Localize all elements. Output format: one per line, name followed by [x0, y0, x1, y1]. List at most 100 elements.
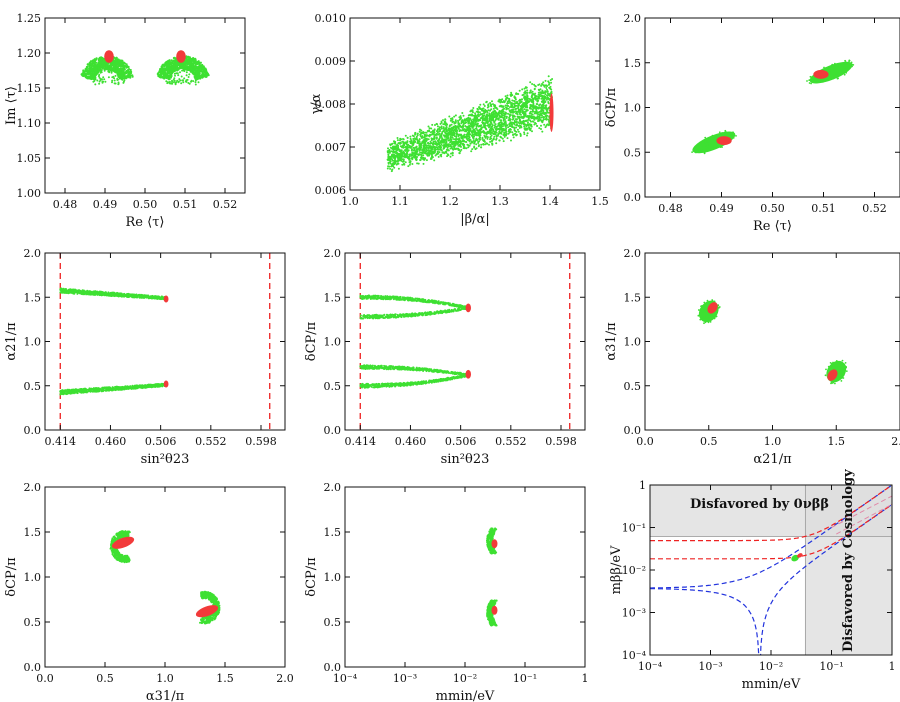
p2-ytick-label: 0.006: [315, 184, 347, 197]
p9-ytick-label: 10⁻¹: [622, 522, 646, 535]
p2-ytick-label: 0.008: [315, 98, 347, 111]
p8-ytick-label: 1.0: [324, 571, 342, 584]
p3-ytick-label: 1.5: [624, 57, 642, 70]
p5-ytick-label: 1.0: [324, 336, 342, 349]
p4-xtick-label: 0.552: [195, 435, 227, 448]
panel-p2: 1.0 1.1 1.2 1.3 1.4 1.5 0.006 0.007 0.008 0.009 0.…: [309, 12, 609, 227]
p4-xtick-label: 0.506: [145, 435, 177, 448]
p8-ytick-label: 2.0: [324, 481, 342, 494]
p1-xtick-label: 0.48: [53, 198, 78, 211]
p6-ytick-label: 2.0: [624, 247, 642, 260]
p5-ytick-label: 2.0: [324, 247, 342, 260]
p5-ylabel: δCP/π: [304, 321, 319, 361]
p5-allowed-region-0: [359, 294, 470, 320]
p3-ytick-label: 0.0: [624, 191, 642, 204]
p4-best-region-1: [163, 380, 169, 388]
p6-xlabel: α21/π: [753, 452, 792, 467]
p9-xlabel: mmin/eV: [742, 677, 801, 692]
p2-xtick-label: 1.1: [391, 195, 409, 208]
p8-ticks: 10⁻⁴ 10⁻³ 10⁻² 10⁻¹ 1 0.0 0.5 1.0 1.5 2.0: [324, 481, 589, 685]
p6-xtick-label: 1.0: [764, 435, 782, 448]
p8-ylabel: δCP/π: [304, 557, 319, 597]
p9-ytick-label: 10⁻³: [622, 607, 646, 620]
p9-ticks: 10⁻⁴ 10⁻³ 10⁻² 10⁻¹ 1 10⁻⁴ 10⁻³ 10⁻² 10⁻¹ 1: [622, 479, 896, 673]
p2-xlabel: |β/α|: [460, 212, 489, 227]
p4-ytick-label: 0.0: [24, 424, 42, 437]
p3-allowed-region-1: [806, 59, 855, 85]
p6-best-region-1: [827, 369, 838, 381]
p2-ticks: 1.0 1.1 1.2 1.3 1.4 1.5 0.006 0.007 0.008 0.009 0.…: [315, 12, 609, 208]
p5-xtick-label: 0.414: [345, 435, 377, 448]
p7-xlabel: α31/π: [146, 689, 185, 702]
p9-xtick-label: 10⁻¹: [819, 660, 843, 673]
p2-ytick-label: 0.010: [315, 12, 347, 25]
p8-allowed-region-1: [486, 599, 498, 627]
p4-frame: [44, 252, 286, 431]
p1-xtick-label: 0.51: [173, 198, 198, 211]
p6-ylabel: α31/π: [604, 322, 619, 361]
p2-frame: [349, 17, 601, 191]
p3-plot-area: [691, 59, 855, 155]
p9-xtick-label: 10⁻⁴: [638, 660, 663, 673]
p1-xtick-label: 0.52: [213, 198, 238, 211]
p7-xtick-label: 1.0: [156, 672, 174, 685]
p3-best-region-0: [716, 136, 732, 146]
p9-xtick-label: 10⁻³: [698, 660, 722, 673]
p7-xtick-label: 0.5: [96, 672, 114, 685]
p9-ytick-label: 1: [639, 479, 646, 492]
p3-ytick-label: 0.5: [624, 146, 642, 159]
p7-ytick-label: 1.0: [24, 571, 42, 584]
panel-p4: 0.414 0.460 0.506 0.552 0.598 0.0 0.5 1.0 1.5 2.0…: [4, 247, 286, 467]
p1-ytick-label: 1.00: [17, 187, 42, 200]
p4-ytick-label: 0.5: [24, 380, 42, 393]
p6-ytick-label: 0.5: [624, 380, 642, 393]
p6-best-region-0: [707, 302, 718, 314]
p5-frame: [344, 252, 586, 431]
p9-annotation-0vbb: Disfavored by 0νββ: [690, 497, 829, 512]
p7-best-region-0: [111, 536, 135, 549]
p5-best-region-1: [465, 369, 472, 379]
p9-xtick-label: 10⁻²: [759, 660, 783, 673]
p7-plot-area: [109, 530, 221, 625]
p6-ytick-label: 1.0: [624, 336, 642, 349]
p5-plot-area: [359, 253, 571, 430]
p8-ytick-label: 0.0: [324, 661, 342, 674]
p7-ytick-label: 0.0: [24, 661, 42, 674]
p5-xtick-label: 0.506: [445, 435, 477, 448]
p7-xtick-label: 0.0: [36, 672, 54, 685]
p1-xlabel: Re ⟨τ⟩: [126, 215, 165, 230]
panel-p3: 0.48 0.49 0.50 0.51 0.52 0.0 0.5 1.0 1.5 2.0 Re ⟨τ…: [604, 12, 900, 234]
p2-xtick-label: 1.4: [541, 195, 559, 208]
p3-xtick-label: 0.48: [658, 202, 683, 215]
p8-xtick-label: 1: [582, 672, 589, 685]
p2-xtick-label: 1.3: [491, 195, 509, 208]
p4-ytick-label: 1.0: [24, 336, 42, 349]
p1-ytick-label: 1.10: [17, 117, 42, 130]
p4-allowed-region-1: [59, 382, 167, 396]
p5-allowed-region-1: [359, 364, 470, 389]
p1-frame: [44, 17, 246, 194]
p2-plot-area: [386, 75, 554, 173]
p6-xtick-label: 2.0: [891, 435, 900, 448]
panel-p8: 10⁻⁴ 10⁻³ 10⁻² 10⁻¹ 1 0.0 0.5 1.0 1.5 2.0 mmin/eV δ…: [304, 481, 589, 702]
p2-xtick-label: 1.2: [441, 195, 459, 208]
p8-xtick-label: 10⁻⁴: [333, 672, 358, 685]
p4-xtick-label: 0.460: [95, 435, 127, 448]
panel-p6: 0.0 0.5 1.0 1.5 2.0 0.0 0.5 1.0 1.5 2.0 α21/π α31/π: [604, 247, 900, 467]
p6-xtick-label: 1.5: [828, 435, 846, 448]
p8-xlabel: mmin/eV: [436, 689, 495, 702]
p9-excluded-cosmology-region: [805, 485, 892, 655]
p8-xtick-label: 10⁻¹: [513, 672, 537, 685]
p1-ytick-label: 1.20: [17, 47, 42, 60]
p3-ylabel: δCP/π: [604, 87, 619, 127]
p3-best-region-1: [813, 69, 829, 79]
p1-ytick-label: 1.25: [17, 12, 42, 25]
p6-xtick-label: 0.5: [700, 435, 718, 448]
p2-xtick-label: 1.5: [591, 195, 609, 208]
p9-xtick-label: 1: [889, 660, 896, 673]
p8-xtick-label: 10⁻²: [453, 672, 477, 685]
p5-ticks: 0.414 0.460 0.506 0.552 0.598 0.0 0.5 1.0 1.5 2.0: [324, 247, 585, 448]
p5-xlabel: sin²θ23: [441, 452, 490, 467]
p6-ytick-label: 1.5: [624, 291, 642, 304]
